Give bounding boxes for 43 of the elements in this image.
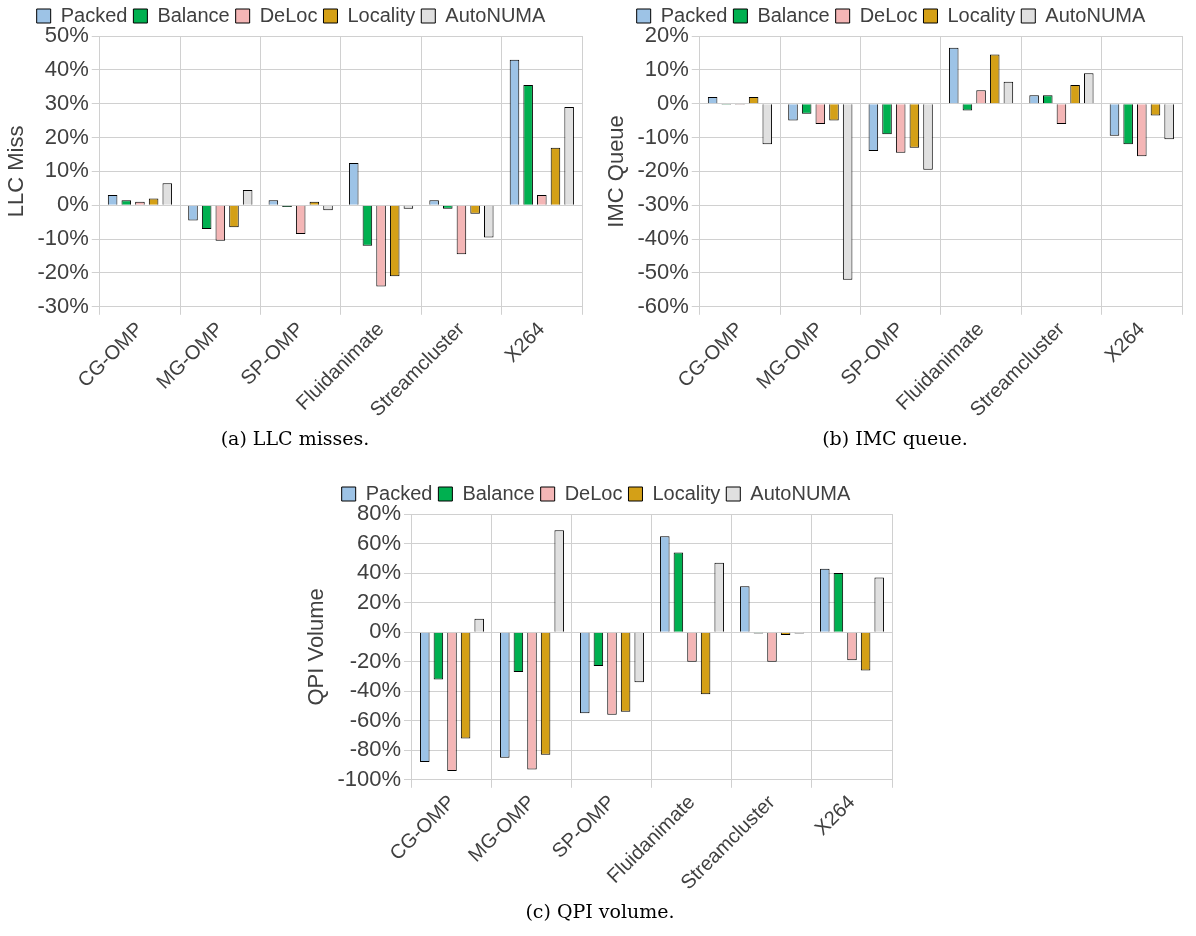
y-tick-label: -40% <box>349 677 401 703</box>
y-tick-label: 0% <box>56 191 89 217</box>
y-tick-label: 0% <box>656 89 689 115</box>
y-tick-label: 10% <box>644 55 689 81</box>
y-tick-label: -10% <box>637 123 689 149</box>
y-tick-label: -30% <box>637 191 689 217</box>
y-axis-title: IMC Queue <box>603 115 629 228</box>
legend-label: AutoNUMA <box>445 3 546 26</box>
y-tick-label: -40% <box>637 225 689 251</box>
legend-label: DeLoc <box>259 3 318 26</box>
text: (b) IMC queue. <box>821 427 969 449</box>
y-tick-label: -20% <box>349 647 401 673</box>
legend-label: Locality <box>947 3 1016 26</box>
y-tick-label: -60% <box>637 292 689 318</box>
y-tick-label: -60% <box>349 706 401 732</box>
y-tick-label: -100% <box>337 765 401 791</box>
y-axis-title: LLC Miss <box>3 125 29 218</box>
legend-label: Locality <box>652 481 721 504</box>
y-tick-label: 20% <box>44 123 89 149</box>
y-tick-label: -20% <box>637 157 689 183</box>
legend-label: Balance <box>462 481 535 504</box>
legend-label: AutoNUMA <box>1045 3 1146 26</box>
y-tick-label: 10% <box>44 157 89 183</box>
y-tick-label: 40% <box>44 55 89 81</box>
legend-label: DeLoc <box>564 481 623 504</box>
y-axis-title: QPI Volume <box>303 588 329 706</box>
y-tick-label: -50% <box>637 259 689 285</box>
legend-label: DeLoc <box>859 3 918 26</box>
y-tick-label: 0% <box>369 618 401 644</box>
legend-label: AutoNUMA <box>750 481 851 504</box>
text: (c) QPI volume. <box>524 900 676 922</box>
y-tick-label: -20% <box>37 259 89 285</box>
legend-label: Balance <box>157 3 230 26</box>
y-tick-label: -30% <box>37 292 89 318</box>
y-tick-label: -80% <box>349 736 401 762</box>
y-tick-label: 20% <box>356 588 401 614</box>
legend-label: Locality <box>347 3 416 26</box>
legend-label: Balance <box>757 3 830 26</box>
y-tick-label: 60% <box>356 529 401 555</box>
y-tick-label: 30% <box>44 89 89 115</box>
y-tick-label: -10% <box>37 225 89 251</box>
text: (a) LLC misses. <box>219 427 371 449</box>
y-tick-label: 40% <box>356 559 401 585</box>
